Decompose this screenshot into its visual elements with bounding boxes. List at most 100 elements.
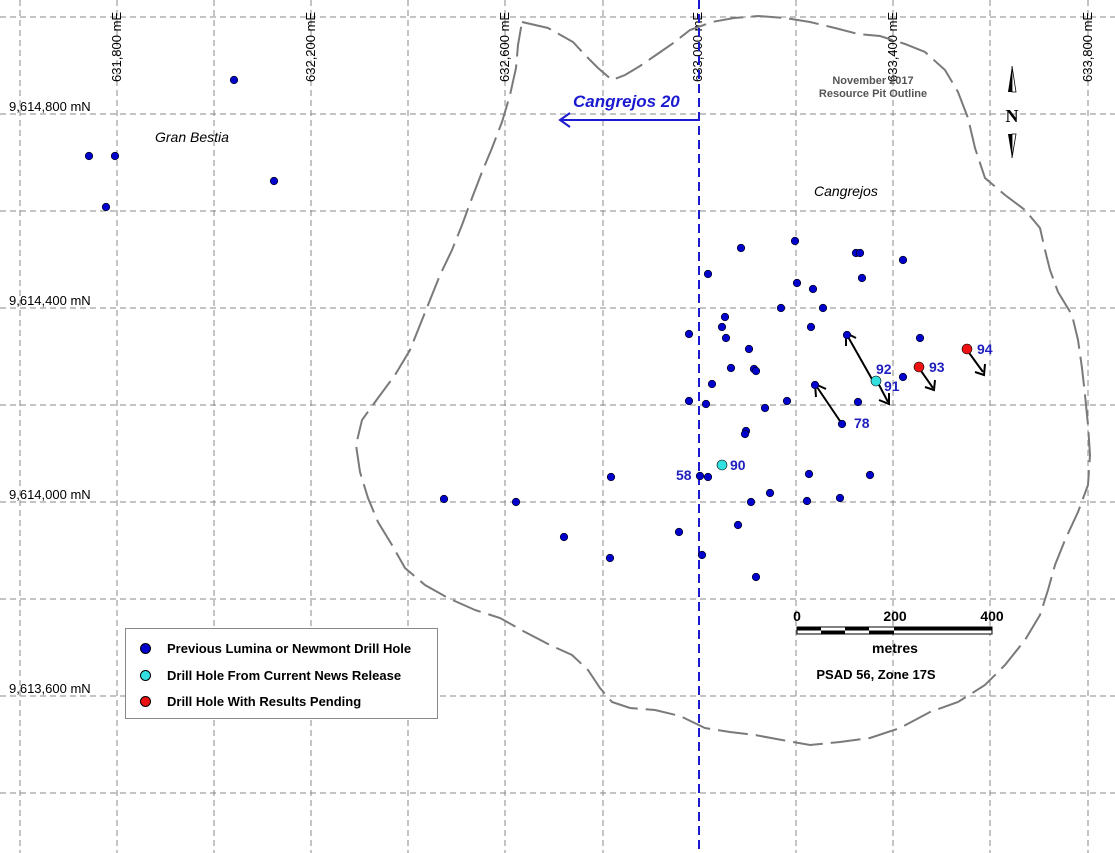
drill-hole [740,429,750,439]
north-arrow-icon: N [1006,65,1019,159]
cangrejos-20-label: Cangrejos 20 [573,92,680,111]
drill-hole [674,527,684,537]
drill-hole [697,550,707,560]
legend-label: Previous Lumina or Newmont Drill Hole [167,640,412,656]
legend-item-pending: Drill Hole With Results Pending [140,692,361,710]
drill-hole [726,363,736,373]
northing-label: 9,614,400 mN [9,293,91,308]
drill-hole [695,471,705,481]
drill-hole [751,572,761,582]
legend-item-current: Drill Hole From Current News Release [140,666,401,684]
drill-hole [684,329,694,339]
drill-hole [733,520,743,530]
blue-dot-icon [140,642,151,654]
drill-hole [84,151,94,161]
drill-hole [915,333,925,343]
scale-tick-label: 0 [793,608,801,624]
hole-label-94: 94 [977,341,993,357]
drill-hole [684,396,694,406]
northing-label: 9,614,000 mN [9,487,91,502]
pit-outline-label-line2: Resource Pit Outline [819,88,927,100]
easting-label: 633,400 mE [885,12,900,82]
legend-item-previous: Previous Lumina or Newmont Drill Hole [140,639,411,657]
resource-pit-outline [354,14,1092,747]
cangrejos-20-arrow-head [558,112,571,128]
cyan-dot-icon [140,669,151,681]
drill-hole [110,151,120,161]
drill-hole [744,344,754,354]
drill-hole [782,396,792,406]
current-drill-holes [716,375,882,471]
hole-label-58: 58 [676,467,692,483]
scale-tick-label: 400 [980,608,1004,624]
drill-hole [717,322,727,332]
northing-labels: 9,614,800 mN 9,614,400 mN 9,614,000 mN 9… [9,99,91,696]
drill-hole [790,236,800,246]
drill-hole [751,366,761,376]
hole-label-90: 90 [730,457,746,473]
drill-hole [269,176,279,186]
easting-label: 632,200 mE [303,12,318,82]
drill-hole [835,493,845,503]
legend-label: Drill Hole From Current News Release [167,667,402,683]
drill-hole [792,278,802,288]
drill-hole [865,470,875,480]
drill-hole [605,553,615,563]
drill-hole [703,269,713,279]
drill-hole [842,330,852,340]
drill-hole [760,403,770,413]
pending-drill-holes [913,343,973,373]
drill-hole [511,497,521,507]
hole-label-91: 91 [884,378,900,394]
scale-tick-label: 200 [883,608,907,624]
drill-hole [837,419,847,429]
easting-label: 632,600 mE [497,12,512,82]
legend-label: Drill Hole With Results Pending [167,693,362,709]
drill-hole [776,303,786,313]
drill-hole [229,75,239,85]
drill-hole [853,397,863,407]
drill-hole-93 [913,361,925,373]
gran-bestia-label: Gran Bestia [155,129,229,145]
drill-hole [707,379,717,389]
drill-hole [808,284,818,294]
drill-hole-94 [961,343,973,355]
hole-label-92: 92 [876,361,892,377]
drill-hole [855,248,865,258]
projection-label: PSAD 56, Zone 17S [816,667,936,682]
hole-labels: 58 90 78 91 92 93 94 [676,341,993,483]
pit-outline-label-line1: November 2017 [832,75,913,87]
drill-hole [701,399,711,409]
drill-hole [806,322,816,332]
easting-labels: 631,800 mE 632,200 mE 632,600 mE 633,000… [109,12,1095,82]
drill-hole [810,380,820,390]
drill-hole-90 [716,459,728,471]
drill-hole [736,243,746,253]
previous-drill-holes [84,75,925,582]
north-arrow-letter: N [1006,106,1019,126]
drill-hole [898,372,908,382]
hole-label-78: 78 [854,415,870,431]
northing-label: 9,614,800 mN [9,99,91,114]
drill-hole [746,497,756,507]
drill-hole [606,472,616,482]
drill-hole [439,494,449,504]
drill-hole [804,469,814,479]
drill-hole [802,496,812,506]
scale-bar: 0 200 400 metres PSAD 56, Zone 17S [793,608,1004,682]
drill-hole [720,312,730,322]
red-dot-icon [140,695,151,707]
drill-hole [559,532,569,542]
cangrejos-label: Cangrejos [814,183,878,199]
scale-unit-label: metres [872,640,918,656]
easting-label: 631,800 mE [109,12,124,82]
drill-hole [721,333,731,343]
drill-hole [898,255,908,265]
easting-label: 633,000 mE [690,12,705,82]
drill-hole [857,273,867,283]
northing-label: 9,613,600 mN [9,681,91,696]
drill-hole [703,472,713,482]
hole-label-93: 93 [929,359,945,375]
drill-hole [101,202,111,212]
